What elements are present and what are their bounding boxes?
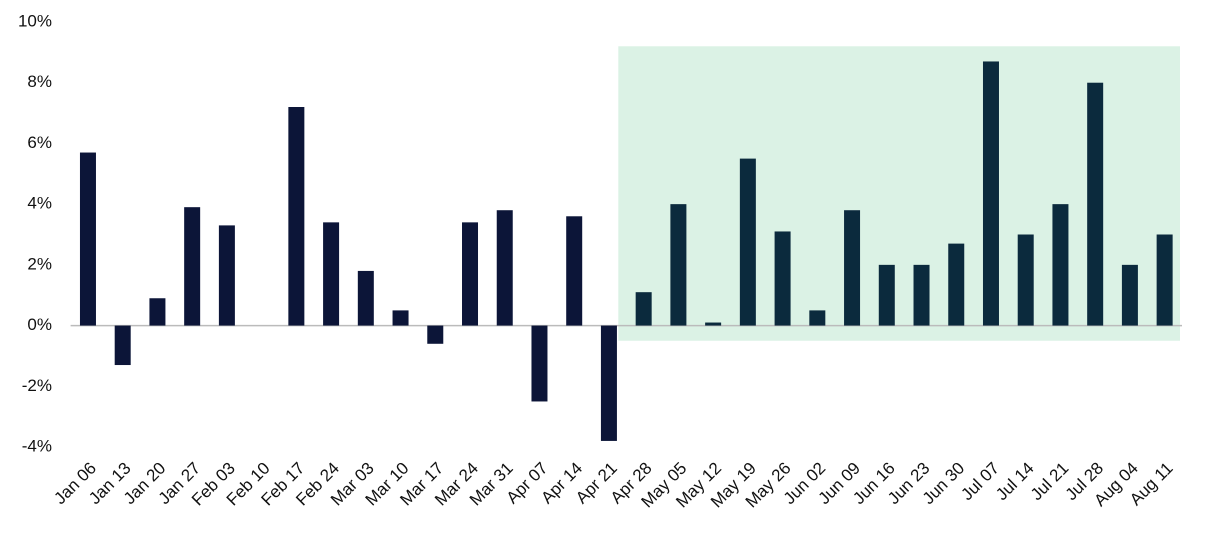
bar	[1087, 82, 1104, 326]
bar	[1017, 234, 1034, 326]
bar	[496, 210, 513, 326]
bar	[531, 325, 548, 402]
bar	[878, 264, 895, 326]
bar	[149, 298, 166, 326]
x-tick-label: Jul 07	[957, 459, 1003, 505]
bar	[427, 325, 444, 344]
bar	[1052, 204, 1069, 326]
bar	[982, 61, 999, 326]
bar	[218, 225, 235, 326]
bar	[114, 325, 131, 366]
bar	[774, 231, 791, 326]
y-tick-label: -4%	[22, 436, 52, 455]
bar	[79, 152, 96, 326]
bar	[566, 216, 583, 326]
y-tick-label: 0%	[27, 315, 52, 334]
bar	[809, 310, 826, 326]
y-tick-label: 4%	[27, 194, 52, 213]
x-tick-label: Jul 21	[1027, 459, 1073, 505]
bar	[1156, 234, 1173, 326]
x-tick-label: Jul 14	[992, 459, 1038, 505]
bar	[739, 158, 756, 326]
highlight-region	[618, 46, 1180, 341]
bar	[288, 107, 305, 326]
bar	[392, 310, 409, 326]
bar	[948, 243, 965, 326]
bar	[913, 264, 930, 326]
bar	[323, 222, 340, 326]
bar	[357, 270, 374, 326]
bar	[844, 210, 861, 326]
bar	[600, 325, 617, 441]
y-tick-label: 2%	[27, 254, 52, 273]
bar	[670, 204, 687, 326]
bar	[184, 207, 201, 326]
bar	[705, 322, 722, 326]
y-tick-label: 10%	[18, 11, 52, 30]
y-tick-label: 8%	[27, 72, 52, 91]
bar	[1121, 264, 1138, 326]
bar	[635, 292, 652, 326]
bar	[462, 222, 479, 326]
y-tick-label: 6%	[27, 133, 52, 152]
y-tick-label: -2%	[22, 376, 52, 395]
